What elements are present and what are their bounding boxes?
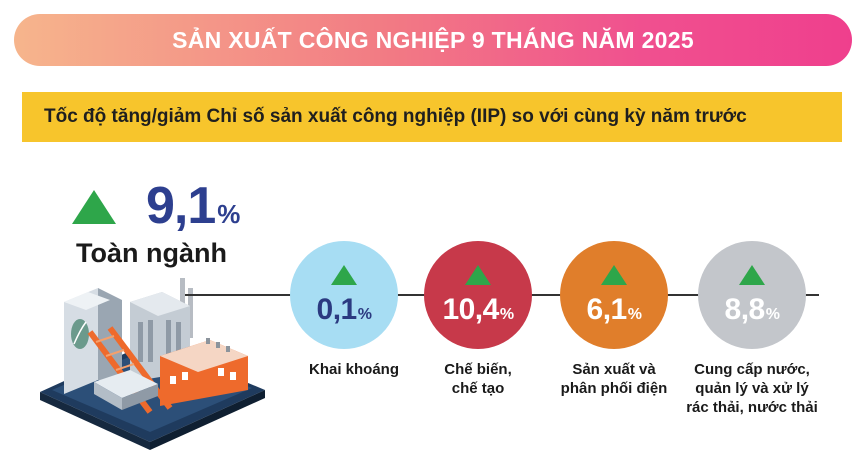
sector-label-line: chế tạo bbox=[451, 380, 505, 397]
page-title: SẢN XUẤT CÔNG NGHIỆP 9 THÁNG NĂM 2025 bbox=[172, 26, 694, 53]
sector-value-unit: % bbox=[765, 306, 780, 323]
sector-label-line: Cung cấp nước, bbox=[694, 361, 810, 378]
sector-value-unit: % bbox=[499, 306, 514, 323]
sector-value: 6,1% bbox=[587, 293, 642, 327]
increase-arrow-icon bbox=[739, 265, 765, 285]
total-label: Toàn ngành bbox=[76, 238, 227, 268]
sector-value-number: 10,4 bbox=[442, 293, 499, 326]
sector-value-number: 0,1 bbox=[316, 293, 358, 326]
factory-illustration-icon bbox=[40, 278, 265, 450]
increase-arrow-icon bbox=[331, 265, 357, 285]
sector-circle-manufacturing: 10,4% bbox=[424, 241, 532, 349]
sector-circle-electricity: 6,1% bbox=[560, 241, 668, 349]
sector-label-line: Sản xuất và bbox=[572, 361, 656, 378]
sector-label-water-waste: Cung cấp nước, quản lý và xử lý rác thải… bbox=[677, 360, 827, 417]
sector-circle-water-waste: 8,8% bbox=[698, 241, 806, 349]
sector-label-line: Khai khoáng bbox=[308, 361, 399, 378]
sector-label-electricity: Sản xuất và phân phối điện bbox=[539, 360, 689, 398]
total-value-number: 9,1 bbox=[146, 177, 216, 235]
sector-value-unit: % bbox=[627, 306, 642, 323]
subtitle-bar: Tốc độ tăng/giảm Chỉ số sản xuất công ng… bbox=[22, 92, 842, 142]
sector-circle-mining: 0,1% bbox=[290, 241, 398, 349]
sector-value: 0,1% bbox=[317, 293, 372, 327]
sector-value-number: 8,8 bbox=[724, 293, 766, 326]
total-increase-arrow-icon bbox=[72, 190, 116, 224]
increase-arrow-icon bbox=[601, 265, 627, 285]
sector-label-mining: Khai khoáng bbox=[279, 360, 429, 379]
title-banner: SẢN XUẤT CÔNG NGHIỆP 9 THÁNG NĂM 2025 bbox=[14, 14, 852, 66]
sector-label-line: rác thải, nước thải bbox=[686, 399, 818, 416]
total-value-unit: % bbox=[217, 199, 240, 229]
subtitle-text: Tốc độ tăng/giảm Chỉ số sản xuất công ng… bbox=[44, 106, 747, 127]
sector-label-line: Chế biến, bbox=[444, 361, 512, 378]
sector-label-line: phân phối điện bbox=[560, 380, 668, 397]
total-value: 9,1% bbox=[146, 176, 240, 236]
sector-value: 10,4% bbox=[442, 293, 514, 327]
increase-arrow-icon bbox=[465, 265, 491, 285]
sector-label-manufacturing: Chế biến, chế tạo bbox=[403, 360, 553, 398]
sector-label-line: quản lý và xử lý bbox=[695, 380, 809, 397]
sector-value-unit: % bbox=[357, 306, 372, 323]
sector-value-number: 6,1 bbox=[586, 293, 628, 326]
sector-value: 8,8% bbox=[725, 293, 780, 327]
